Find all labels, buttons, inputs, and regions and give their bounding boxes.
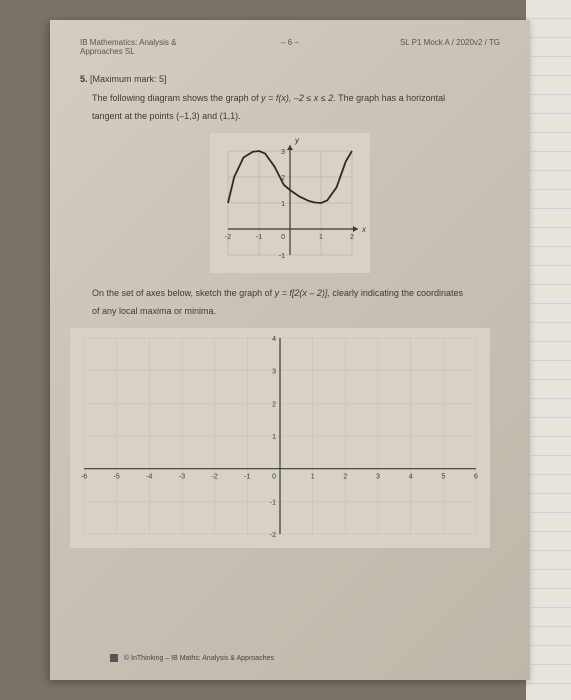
svg-text:-4: -4 [146,474,152,481]
graph2-container: -6 -5 -4 -3 -2 -1 1 2 3 4 5 6 -2 -1 1 2 3 4 0 [60,328,500,548]
svg-text:-1: -1 [279,253,285,260]
svg-text:2: 2 [350,234,354,241]
svg-text:2: 2 [343,474,347,481]
svg-text:y: y [294,136,300,145]
svg-text:5: 5 [441,474,445,481]
svg-text:0: 0 [281,234,285,241]
svg-text:4: 4 [272,336,276,343]
header-left: IB Mathematics: Analysis & Approaches SL [80,38,220,56]
question-number: 5. [Maximum mark: 5] [80,74,500,84]
instruction-line-2: of any local maxima or minima. [92,305,500,319]
svg-text:-1: -1 [244,474,250,481]
svg-text:2: 2 [272,401,276,408]
graph1-container: -2-112-11230xy [80,133,500,273]
svg-text:-5: -5 [114,474,120,481]
svg-text:3: 3 [272,369,276,376]
svg-text:-3: -3 [179,474,185,481]
instruction-line-1: On the set of axes below, sketch the gra… [92,287,500,301]
svg-text:1: 1 [311,474,315,481]
page-header: IB Mathematics: Analysis & Approaches SL… [80,38,500,56]
svg-text:4: 4 [409,474,413,481]
svg-text:x: x [361,225,367,234]
footer-logo-box [110,654,118,662]
svg-text:1: 1 [281,201,285,208]
header-center: – 6 – [220,38,360,56]
svg-text:0: 0 [272,474,276,481]
function-graph: -2-112-11230xy [210,133,370,273]
svg-text:1: 1 [272,434,276,441]
svg-text:3: 3 [376,474,380,481]
answer-grid: -6 -5 -4 -3 -2 -1 1 2 3 4 5 6 -2 -1 1 2 3 4 0 [70,328,490,548]
header-right: SL P1 Mock A / 2020v2 / TG [360,38,500,56]
svg-text:6: 6 [474,474,478,481]
svg-text:-1: -1 [256,234,262,241]
exam-page: IB Mathematics: Analysis & Approaches SL… [50,20,530,680]
question-line-2: tangent at the points (–1,3) and (1,1). [92,110,500,124]
svg-text:-2: -2 [270,532,276,539]
svg-text:-2: -2 [212,474,218,481]
page-footer: © InThinking – IB Maths: Analysis & Appr… [110,654,274,662]
svg-text:3: 3 [281,149,285,156]
svg-text:1: 1 [319,234,323,241]
svg-text:-6: -6 [81,474,87,481]
question-line-1: The following diagram shows the graph of… [92,92,500,106]
notebook-edge [526,0,571,700]
svg-text:-2: -2 [225,234,231,241]
svg-text:-1: -1 [270,499,276,506]
